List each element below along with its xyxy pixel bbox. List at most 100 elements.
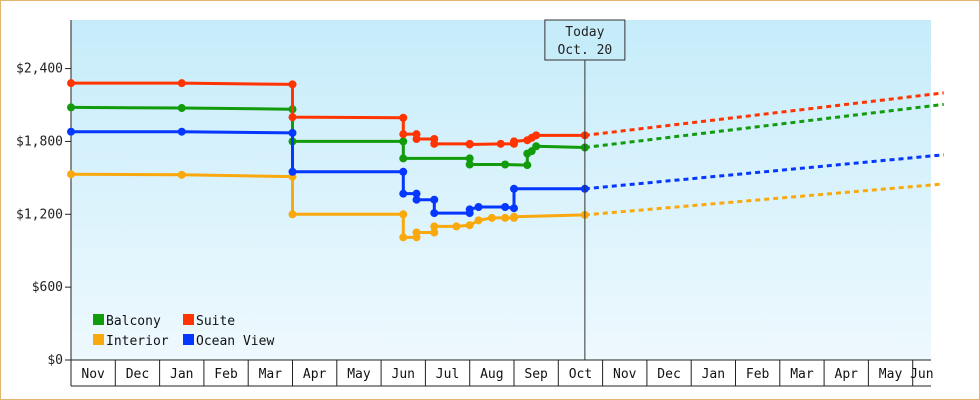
month-label: Jul: [436, 367, 459, 382]
data-point: [399, 137, 408, 146]
data-point: [288, 80, 297, 89]
month-label: Feb: [746, 367, 770, 382]
month-label: Mar: [259, 367, 283, 382]
data-point: [430, 222, 439, 231]
data-point: [501, 160, 510, 169]
today-label: Today: [565, 25, 604, 40]
month-label: Jan: [702, 367, 725, 382]
data-point: [501, 213, 510, 222]
data-point: [177, 170, 186, 179]
forecast-line: [584, 153, 944, 191]
data-point: [399, 130, 408, 139]
month-label: Nov: [613, 367, 637, 382]
legend-swatch: [183, 314, 194, 325]
data-point: [67, 170, 75, 179]
data-point: [474, 216, 483, 225]
data-point: [474, 203, 483, 211]
month-label: Jun: [392, 367, 415, 382]
data-point: [532, 131, 541, 140]
data-point: [67, 79, 75, 88]
month-label: Feb: [214, 367, 238, 382]
data-point: [67, 127, 75, 136]
month-label: Aug: [480, 367, 503, 382]
data-point: [399, 167, 408, 176]
month-label: Jun: [910, 367, 933, 382]
month-label: May: [879, 367, 903, 382]
data-point: [288, 167, 297, 176]
data-point: [288, 113, 297, 122]
y-tick-label: $600: [32, 280, 63, 295]
today-date: Oct. 20: [557, 43, 612, 58]
data-point: [465, 154, 474, 163]
legend-swatch: [93, 314, 104, 325]
legend-label: Balcony: [106, 314, 161, 329]
forecast-line: [584, 182, 944, 217]
data-point: [430, 195, 439, 204]
data-point: [452, 222, 461, 231]
month-label: Apr: [835, 367, 859, 382]
data-point: [496, 139, 505, 148]
month-label: Jan: [170, 367, 193, 382]
month-label: May: [347, 367, 371, 382]
y-tick-label: $1,800: [16, 134, 63, 149]
y-tick-label: $1,200: [16, 207, 63, 222]
month-label: Oct: [569, 367, 592, 382]
month-label: Sep: [524, 367, 548, 382]
data-point: [399, 154, 408, 163]
month-label: Apr: [303, 367, 327, 382]
legend-label: Interior: [106, 334, 169, 349]
data-point: [399, 210, 408, 219]
data-point: [412, 228, 421, 237]
data-point: [523, 161, 532, 170]
today-marker: Today Oct. 20: [544, 19, 626, 360]
series-layer: [67, 79, 944, 242]
forecast-line: [584, 102, 944, 149]
data-point: [288, 128, 297, 137]
legend-label: Suite: [196, 314, 235, 329]
data-point: [430, 139, 439, 148]
month-label: Mar: [790, 367, 814, 382]
forecast-line: [584, 91, 944, 137]
month-label: Dec: [657, 367, 680, 382]
data-point: [67, 103, 75, 112]
data-point: [399, 113, 408, 122]
series-ocean-view: [67, 127, 944, 218]
y-axis: $0 $600 $1,200 $1,800 $2,400: [16, 20, 72, 368]
data-point: [465, 160, 474, 169]
data-point: [510, 184, 518, 193]
data-point: [177, 79, 186, 88]
data-point: [487, 213, 496, 222]
y-tick-label: $2,400: [16, 62, 63, 77]
month-label: Nov: [81, 367, 105, 382]
data-point: [510, 204, 518, 213]
data-point: [399, 189, 408, 198]
legend-swatch: [183, 334, 194, 345]
data-point: [412, 195, 421, 204]
data-point: [465, 140, 474, 149]
data-point: [510, 212, 518, 221]
legend: Balcony Suite Interior Ocean View: [93, 314, 274, 349]
data-point: [501, 203, 510, 211]
month-label: Dec: [126, 367, 149, 382]
data-point: [177, 127, 186, 136]
plot-background: [71, 20, 931, 360]
data-point: [412, 135, 421, 143]
data-point: [430, 228, 439, 237]
series-interior: [67, 170, 944, 242]
data-point: [532, 142, 541, 151]
data-point: [399, 233, 408, 242]
series-suite: [67, 79, 944, 149]
legend-swatch: [93, 334, 104, 345]
data-point: [465, 221, 474, 230]
data-point: [510, 137, 518, 146]
data-point: [177, 104, 186, 113]
data-point: [465, 205, 474, 214]
x-axis: Nov Dec Jan Feb Mar Apr May Jun Jul Aug Sep Oct Nov D…: [70, 359, 934, 387]
legend-label: Ocean View: [196, 334, 274, 349]
today-box: [544, 19, 626, 61]
data-point: [412, 189, 421, 198]
data-point: [430, 209, 439, 218]
data-point: [288, 210, 297, 219]
y-tick-label: $0: [47, 353, 63, 368]
